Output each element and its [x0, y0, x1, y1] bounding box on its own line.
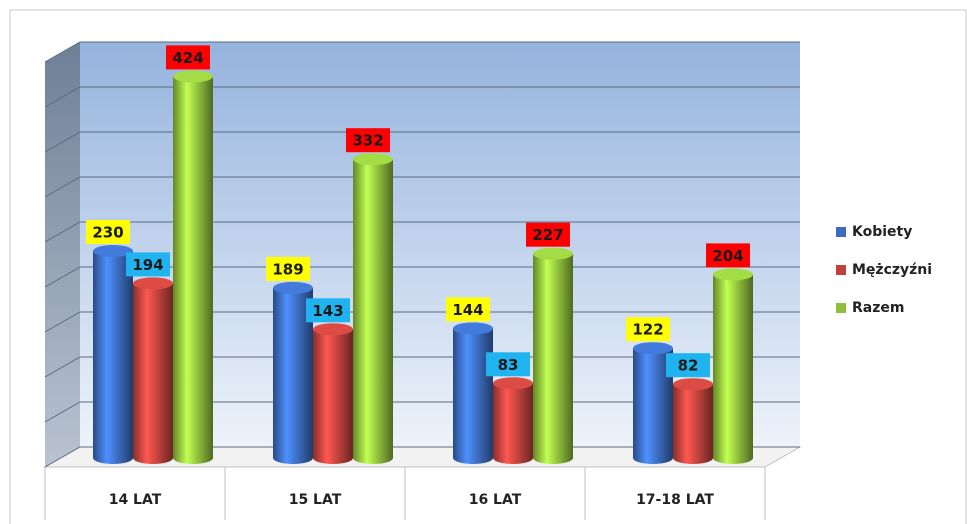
legend-label: Mężczyźni — [852, 262, 932, 278]
data-label-box — [526, 222, 570, 247]
data-label: 143 — [312, 302, 343, 320]
bar-top — [533, 247, 573, 260]
bar-body — [93, 251, 133, 464]
data-label: 424 — [172, 49, 203, 67]
x-tick-label: 14 LAT — [109, 492, 162, 508]
bar-top — [353, 153, 393, 166]
data-label: 332 — [352, 132, 383, 150]
data-label: 122 — [632, 321, 663, 339]
bar-top — [93, 245, 133, 257]
data-label-box — [126, 252, 170, 277]
bar-top — [313, 323, 353, 336]
bar — [673, 378, 713, 464]
legend-label: Kobiety — [852, 224, 912, 240]
bar-body — [173, 76, 213, 465]
bar-body — [493, 383, 533, 464]
data-label: 204 — [712, 247, 743, 265]
grid-line — [44, 86, 800, 108]
bar — [173, 70, 213, 465]
bar-top — [713, 268, 753, 281]
data-label: 230 — [92, 224, 123, 242]
data-label-box — [666, 353, 710, 378]
x-tick-label: 17-18 LAT — [636, 492, 714, 508]
bar-top — [133, 277, 173, 290]
bar-body — [313, 329, 353, 464]
x-tick-label: 16 LAT — [469, 492, 522, 508]
back-wall — [80, 42, 800, 447]
bar — [533, 247, 573, 464]
data-label-box — [346, 128, 390, 153]
grid-line — [44, 176, 800, 198]
bar-top — [493, 377, 533, 390]
bar-body — [353, 159, 393, 464]
bar-top — [633, 342, 673, 355]
x-tick-label: 15 LAT — [289, 492, 342, 508]
bar — [133, 277, 173, 464]
legend-swatch — [836, 265, 846, 275]
data-label-box — [706, 243, 750, 268]
data-label-box — [446, 297, 490, 322]
data-label-box — [266, 256, 310, 281]
legend-label: Razem — [852, 300, 904, 316]
grid-line — [44, 41, 800, 63]
legend-swatch — [836, 227, 846, 237]
bar-top — [453, 322, 493, 335]
data-label: 189 — [272, 260, 303, 278]
data-label: 144 — [452, 301, 483, 319]
data-label-box — [486, 352, 530, 377]
data-label-box — [306, 298, 350, 323]
bar-body — [673, 384, 713, 464]
bar-top — [173, 70, 213, 83]
frame — [9, 9, 967, 524]
bar-body — [453, 328, 493, 464]
data-label: 82 — [678, 357, 699, 375]
data-label: 83 — [498, 356, 519, 374]
bar — [493, 377, 533, 464]
grid-line — [44, 131, 800, 153]
data-label: 194 — [132, 256, 163, 274]
bar-top — [273, 281, 313, 294]
grid-line — [44, 221, 800, 243]
side-wall — [45, 42, 80, 467]
bar — [93, 245, 133, 464]
bar-top — [673, 378, 713, 391]
data-label-box — [166, 45, 210, 70]
bar — [273, 281, 313, 464]
data-label-box — [626, 317, 670, 342]
bar — [633, 342, 673, 464]
bar — [713, 268, 753, 464]
bar-body — [533, 253, 573, 464]
bar-body — [713, 274, 753, 464]
bar-body — [133, 283, 173, 464]
legend-swatch — [836, 303, 846, 313]
bar — [353, 153, 393, 464]
data-label: 227 — [532, 226, 563, 244]
bar-body — [633, 348, 673, 464]
bar — [453, 322, 493, 464]
data-label-box — [86, 220, 130, 244]
bar — [313, 323, 353, 464]
bar-body — [273, 287, 313, 464]
